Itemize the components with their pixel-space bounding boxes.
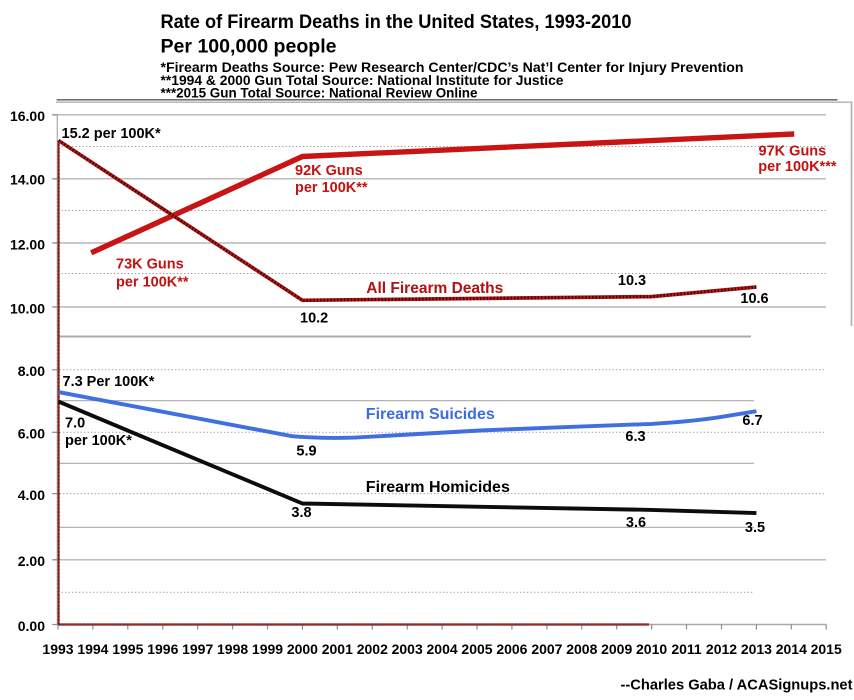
svg-text:1994: 1994 bbox=[77, 641, 108, 657]
svg-text:2013: 2013 bbox=[741, 641, 772, 657]
svg-text:1993: 1993 bbox=[42, 641, 73, 657]
svg-text:2000: 2000 bbox=[287, 641, 318, 657]
svg-text:7.0: 7.0 bbox=[65, 415, 85, 431]
svg-text:Firearm Homicides: Firearm Homicides bbox=[366, 479, 510, 496]
svg-text:16.00: 16.00 bbox=[10, 108, 45, 124]
svg-text:2011: 2011 bbox=[671, 641, 702, 657]
svg-text:97K Guns: 97K Guns bbox=[759, 144, 827, 160]
svg-text:2014: 2014 bbox=[776, 641, 807, 657]
svg-text:2010: 2010 bbox=[636, 641, 667, 657]
svg-text:2.00: 2.00 bbox=[18, 553, 45, 569]
svg-text:All Firearm Deaths: All Firearm Deaths bbox=[366, 280, 503, 297]
svg-text:2012: 2012 bbox=[706, 641, 737, 657]
svg-text:15.2 per 100K*: 15.2 per 100K* bbox=[62, 126, 162, 142]
svg-text:73K Guns: 73K Guns bbox=[116, 257, 184, 273]
svg-text:4.00: 4.00 bbox=[18, 487, 45, 503]
svg-text:3.6: 3.6 bbox=[626, 515, 646, 531]
svg-text:per 100K***: per 100K*** bbox=[758, 159, 837, 175]
svg-text:8.00: 8.00 bbox=[18, 363, 45, 379]
svg-text:12.00: 12.00 bbox=[10, 236, 45, 252]
svg-text:per 100K**: per 100K** bbox=[116, 275, 189, 291]
svg-text:2007: 2007 bbox=[531, 641, 562, 657]
svg-text:10.00: 10.00 bbox=[10, 300, 45, 316]
svg-text:5.9: 5.9 bbox=[296, 443, 316, 459]
svg-text:2005: 2005 bbox=[461, 641, 492, 657]
svg-text:2015: 2015 bbox=[811, 641, 842, 657]
svg-text:6.00: 6.00 bbox=[18, 426, 45, 442]
svg-text:per 100K**: per 100K** bbox=[295, 180, 368, 196]
svg-text:1995: 1995 bbox=[112, 641, 143, 657]
svg-text:Per 100,000 people: Per 100,000 people bbox=[161, 36, 337, 58]
svg-text:2006: 2006 bbox=[496, 641, 527, 657]
svg-text:10.2: 10.2 bbox=[300, 310, 328, 326]
svg-text:*Firearm Deaths Source: Pew Re: *Firearm Deaths Source: Pew Research Cen… bbox=[161, 60, 744, 75]
svg-text:3.5: 3.5 bbox=[745, 520, 765, 536]
svg-text:Firearm Suicides: Firearm Suicides bbox=[366, 406, 495, 423]
svg-text:0.00: 0.00 bbox=[18, 618, 45, 634]
svg-text:10.6: 10.6 bbox=[740, 291, 768, 307]
svg-text:1996: 1996 bbox=[147, 641, 178, 657]
svg-text:--Charles Gaba / ACASignups.ne: --Charles Gaba / ACASignups.net bbox=[620, 677, 852, 693]
svg-text:1998: 1998 bbox=[217, 641, 248, 657]
svg-text:***2015 Gun Total Source: Nati: ***2015 Gun Total Source: National Revie… bbox=[161, 86, 478, 101]
svg-text:per 100K*: per 100K* bbox=[65, 433, 132, 449]
svg-text:2002: 2002 bbox=[357, 641, 388, 657]
svg-text:3.8: 3.8 bbox=[291, 505, 311, 521]
svg-text:2001: 2001 bbox=[322, 641, 353, 657]
svg-text:2008: 2008 bbox=[566, 641, 597, 657]
svg-text:**1994 & 2000 Gun Total Source: **1994 & 2000 Gun Total Source: National… bbox=[161, 73, 564, 88]
svg-text:10.3: 10.3 bbox=[618, 273, 646, 289]
svg-text:1999: 1999 bbox=[252, 641, 283, 657]
svg-text:6.7: 6.7 bbox=[742, 413, 762, 429]
svg-text:2004: 2004 bbox=[427, 641, 458, 657]
svg-text:7.3 Per 100K*: 7.3 Per 100K* bbox=[63, 374, 155, 390]
svg-text:2009: 2009 bbox=[601, 641, 632, 657]
svg-text:92K Guns: 92K Guns bbox=[295, 163, 363, 179]
svg-text:Rate of Firearm Deaths in the: Rate of Firearm Deaths in the United Sta… bbox=[161, 11, 632, 33]
svg-text:2003: 2003 bbox=[392, 641, 423, 657]
svg-text:1997: 1997 bbox=[182, 641, 213, 657]
svg-text:14.00: 14.00 bbox=[10, 172, 45, 188]
svg-text:6.3: 6.3 bbox=[625, 429, 645, 445]
